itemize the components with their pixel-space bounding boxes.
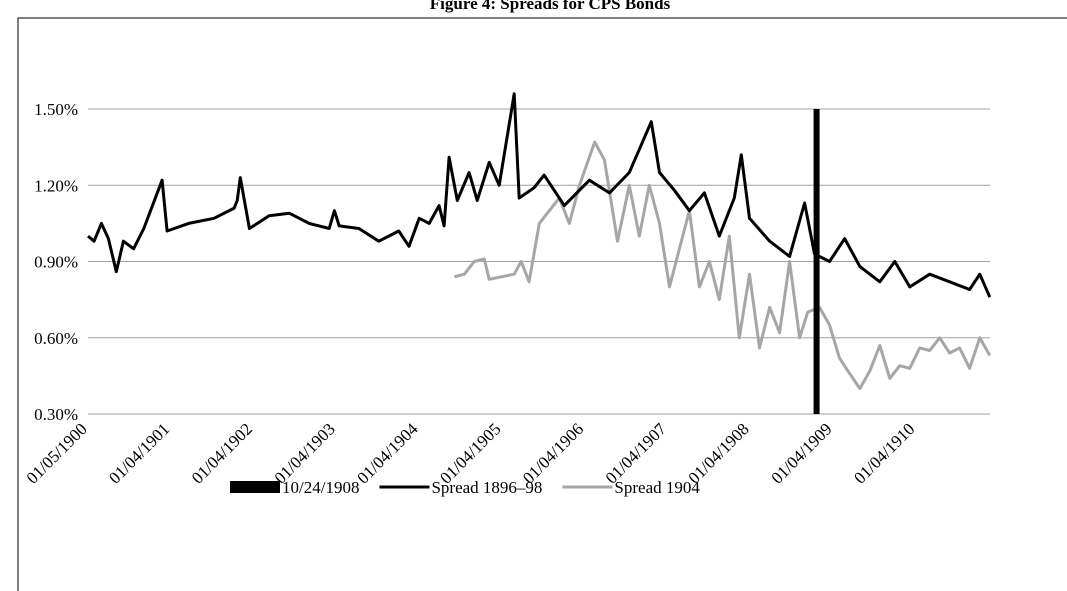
x-tick-label: 01/04/1901 bbox=[105, 419, 173, 487]
series-line bbox=[453, 140, 992, 391]
x-tick-label: 01/04/1904 bbox=[353, 419, 422, 488]
y-tick-label: 1.50% bbox=[34, 100, 78, 119]
x-tick-label: 01/04/1910 bbox=[850, 419, 918, 487]
x-tick-label: 01/04/1902 bbox=[188, 419, 256, 487]
legend-label: Spread 1896–98 bbox=[431, 478, 542, 497]
y-tick-label: 1.20% bbox=[34, 176, 78, 195]
legend-swatch bbox=[230, 481, 280, 493]
y-tick-label: 0.60% bbox=[34, 329, 78, 348]
legend-label: Spread 1904 bbox=[614, 478, 700, 497]
chart-frame bbox=[17, 17, 1067, 591]
chart-title: Figure 4: Spreads for CPS Bonds bbox=[430, 0, 671, 13]
legend-label: 10/24/1908 bbox=[282, 478, 359, 497]
x-tick-label: 01/04/1909 bbox=[768, 419, 836, 487]
y-tick-label: 0.90% bbox=[34, 253, 78, 272]
series-line bbox=[87, 92, 992, 298]
y-tick-label: 0.30% bbox=[34, 405, 78, 424]
x-tick-label: 01/05/1900 bbox=[23, 419, 91, 487]
